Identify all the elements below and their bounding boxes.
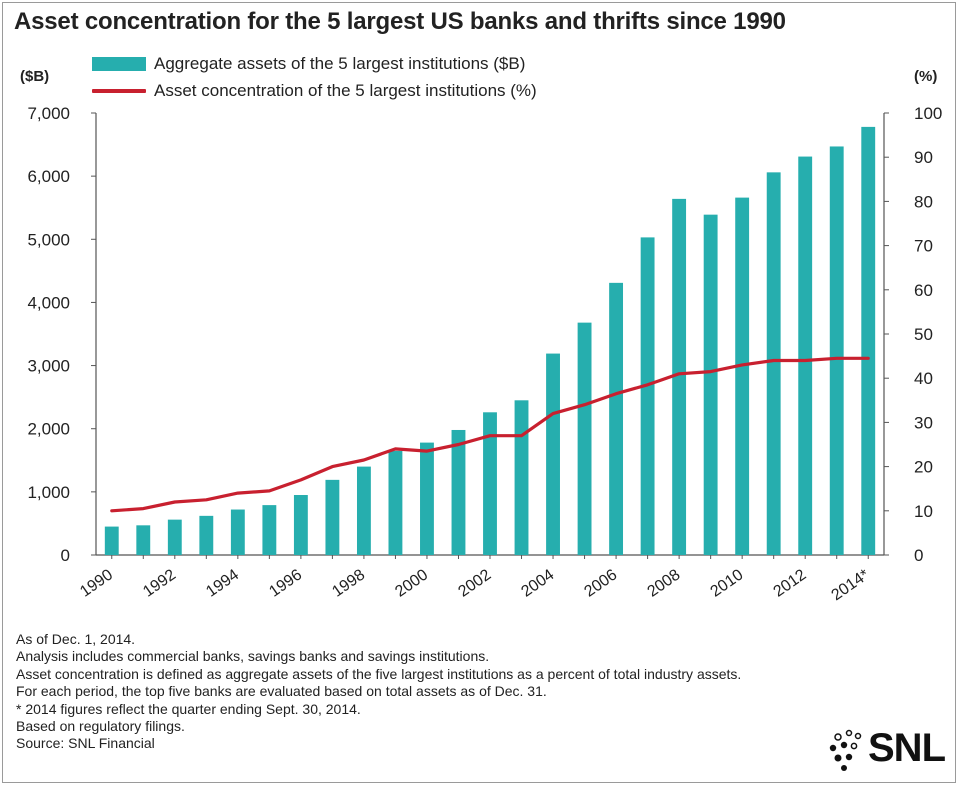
note-filings: Based on regulatory filings. <box>16 718 185 735</box>
legend: Aggregate assets of the 5 largest instit… <box>92 50 537 104</box>
bar-2005 <box>577 322 592 555</box>
note-scope: Analysis includes commercial banks, savi… <box>16 648 490 665</box>
y-right-tick-label: 0 <box>914 546 923 565</box>
x-tick-label: 1990 <box>77 566 116 600</box>
y-left-tick-label: 5,000 <box>27 230 70 249</box>
bar-2006 <box>609 282 624 555</box>
bar-1999 <box>388 450 403 555</box>
y-right-tick-label: 40 <box>914 369 933 388</box>
y-left-tick-label: 7,000 <box>27 104 70 123</box>
snl-logo-icon <box>829 729 862 771</box>
bar-1993 <box>199 515 214 555</box>
x-tick-label: 2008 <box>645 566 684 600</box>
note-source: Source: SNL Financial <box>16 735 155 752</box>
footnotes: As of Dec. 1, 2014. Analysis includes co… <box>16 631 741 753</box>
bar-2013 <box>829 146 844 556</box>
bar-1991 <box>136 525 151 555</box>
snl-logo-text: SNL <box>868 726 946 770</box>
note-date: As of Dec. 1, 2014. <box>16 631 136 647</box>
legend-item-assets: Aggregate assets of the 5 largest instit… <box>92 50 537 77</box>
bar-1997 <box>325 479 340 555</box>
x-tick-label: 2014* <box>829 566 873 604</box>
bar-2009 <box>703 214 718 555</box>
y-right-tick-label: 10 <box>914 502 933 521</box>
bar-2010 <box>735 197 750 555</box>
y-left-tick-label: 1,000 <box>27 483 70 502</box>
right-axis-unit: (%) <box>914 68 938 85</box>
note-period: For each period, the top five banks are … <box>16 683 547 700</box>
y-left-tick-label: 2,000 <box>27 420 70 439</box>
legend-label-concentration: Asset concentration of the 5 largest ins… <box>154 80 537 100</box>
chart-plot: 0 1,000 2,000 3,000 4,000 5,000 6,000 7,000 0 10 2… <box>27 104 942 604</box>
y-right-tick-label: 90 <box>914 148 933 167</box>
bar-1994 <box>230 509 245 555</box>
x-tick-label: 1996 <box>266 566 305 600</box>
bar-2004 <box>546 353 560 555</box>
snl-logo: SNL <box>828 726 946 772</box>
bar-2002 <box>483 412 497 555</box>
chart-title: Asset concentration for the 5 largest US… <box>14 8 786 35</box>
x-tick-label: 2010 <box>708 566 747 600</box>
y-right-tick-label: 70 <box>914 237 933 256</box>
bar-1996 <box>293 495 308 555</box>
bar-2003 <box>514 400 529 555</box>
y-right-tick-label: 30 <box>914 413 933 432</box>
y-right-tick-label: 100 <box>914 104 942 123</box>
y-left-tick-label: 4,000 <box>27 293 70 312</box>
note-2014: * 2014 figures reflect the quarter endin… <box>16 700 361 717</box>
legend-swatch-line <box>92 88 146 93</box>
y-left-tick-label: 6,000 <box>27 167 70 186</box>
x-tick-label: 2002 <box>455 566 494 600</box>
y-left-tick-label: 0 <box>61 546 70 565</box>
x-tick-label: 2000 <box>392 566 431 600</box>
y-right-tick-label: 50 <box>914 325 933 344</box>
note-definition: Asset concentration is defined as aggreg… <box>16 665 742 682</box>
y-right-tick-label: 60 <box>914 281 933 300</box>
x-tick-label: 2004 <box>518 566 557 600</box>
bar-2007 <box>640 237 655 556</box>
concentration-line <box>110 356 870 513</box>
bar-2000 <box>420 442 434 555</box>
bar-1990 <box>104 526 119 555</box>
x-tick-label: 1992 <box>140 566 179 600</box>
bar-2008 <box>672 198 687 556</box>
x-tick-label: 2006 <box>581 566 620 600</box>
bar-2001 <box>451 429 466 555</box>
bar-1998 <box>356 466 371 555</box>
y-right-tick-label: 20 <box>914 458 933 477</box>
bar-2012 <box>798 156 813 555</box>
bar-1992 <box>167 519 182 555</box>
y-left-tick-label: 3,000 <box>27 357 70 376</box>
x-tick-label: 1994 <box>203 566 242 600</box>
x-tick-label: 2012 <box>771 566 810 600</box>
bar-2011 <box>766 172 781 555</box>
legend-item-concentration: Asset concentration of the 5 largest ins… <box>92 77 537 104</box>
legend-swatch-bar <box>92 56 146 71</box>
y-right-tick-label: 80 <box>914 192 933 211</box>
x-tick-label: 1998 <box>329 566 368 600</box>
bar-2014* <box>861 126 876 556</box>
legend-label-assets: Aggregate assets of the 5 largest instit… <box>154 53 526 73</box>
left-axis-unit: ($B) <box>20 68 50 85</box>
bar-1995 <box>262 505 277 555</box>
